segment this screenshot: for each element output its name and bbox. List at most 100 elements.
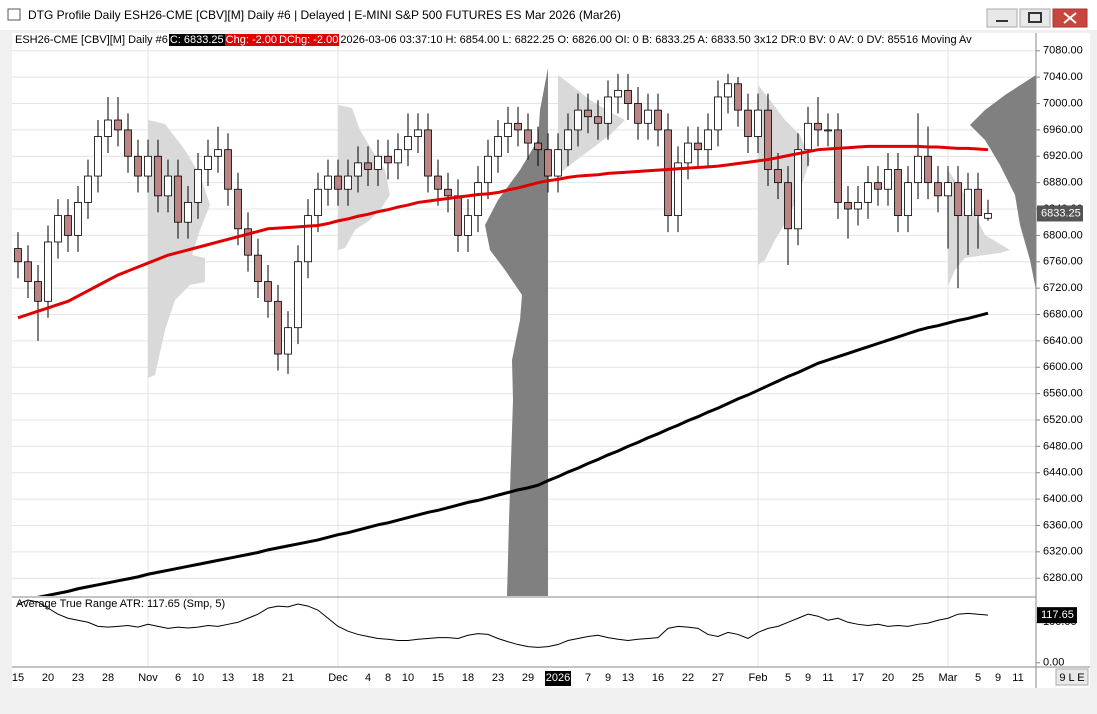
price-pane bbox=[14, 73, 992, 596]
candle-body bbox=[984, 213, 992, 219]
line-series bbox=[36, 311, 989, 596]
candle-body bbox=[674, 162, 682, 217]
candle-body bbox=[24, 261, 32, 282]
y-tick-label: 6520.00 bbox=[1043, 414, 1083, 426]
candle-body bbox=[134, 155, 142, 177]
y-tick-label: 0.00 bbox=[1043, 657, 1064, 669]
candle-body bbox=[484, 155, 492, 184]
candle-body bbox=[264, 281, 272, 302]
candle-body bbox=[144, 155, 152, 177]
candle-body bbox=[124, 129, 132, 157]
candle-body bbox=[664, 129, 672, 217]
candle-body bbox=[204, 155, 212, 170]
atr-pane bbox=[17, 599, 989, 648]
candle-body bbox=[524, 129, 532, 144]
candle-body bbox=[974, 188, 982, 217]
candle-body bbox=[54, 215, 62, 243]
candle-body bbox=[584, 109, 592, 118]
x-tick-label: 21 bbox=[282, 672, 294, 684]
candle-body bbox=[644, 109, 652, 124]
maximize-button[interactable] bbox=[1019, 8, 1051, 28]
change-field: Chg: -2.00 bbox=[224, 34, 279, 46]
candle-body bbox=[284, 327, 292, 355]
y-tick-label: 6280.00 bbox=[1043, 572, 1083, 584]
candle-body bbox=[574, 109, 582, 131]
x-tick-label: 22 bbox=[682, 672, 694, 684]
x-tick-label: 6 bbox=[175, 672, 181, 684]
candle-body bbox=[384, 155, 392, 164]
x-tick-label: 17 bbox=[852, 672, 864, 684]
candle-body bbox=[964, 188, 972, 217]
x-tick-label: 8 bbox=[385, 672, 391, 684]
candle-body bbox=[944, 182, 952, 197]
line-series bbox=[17, 599, 989, 648]
candle-body bbox=[394, 149, 402, 164]
last-price-box bbox=[1037, 205, 1083, 222]
year-label-bg bbox=[545, 671, 571, 686]
x-tick-label: 18 bbox=[462, 672, 474, 684]
y-tick-label: 6720.00 bbox=[1043, 282, 1083, 294]
candle-body bbox=[104, 119, 112, 137]
y-tick-label: 6360.00 bbox=[1043, 519, 1083, 531]
candle-body bbox=[174, 175, 182, 223]
candle-body bbox=[714, 96, 722, 131]
candle-body bbox=[604, 96, 612, 124]
candle-body bbox=[884, 169, 892, 190]
close-field: C: 6833.25 bbox=[168, 34, 225, 46]
candle-body bbox=[784, 182, 792, 230]
y-tick-label: 6320.00 bbox=[1043, 546, 1083, 558]
candle-body bbox=[234, 188, 242, 230]
candle-body bbox=[844, 202, 852, 210]
minimize-button[interactable] bbox=[986, 8, 1018, 28]
y-tick-label: 6560.00 bbox=[1043, 388, 1083, 400]
candle-body bbox=[864, 182, 872, 203]
app-icon bbox=[7, 8, 21, 21]
candle-body bbox=[614, 89, 622, 98]
candle-body bbox=[694, 142, 702, 151]
y-tick-label: 6440.00 bbox=[1043, 467, 1083, 479]
y-tick-label: 6760.00 bbox=[1043, 256, 1083, 268]
last-atr-box bbox=[1037, 607, 1077, 624]
candle-body bbox=[334, 175, 342, 190]
candle-body bbox=[154, 155, 162, 197]
footer-box[interactable] bbox=[1055, 668, 1089, 686]
candle-body bbox=[14, 248, 22, 263]
x-tick-label: Nov bbox=[138, 672, 158, 684]
window-title: DTG Profile Daily ESH26-CME [CBV][M] Dai… bbox=[28, 8, 621, 22]
candle-body bbox=[824, 129, 832, 132]
details: 2026-03-06 03:37:10 H: 6854.00 L: 6822.2… bbox=[340, 34, 972, 46]
x-tick-label: 4 bbox=[365, 672, 371, 684]
x-tick-label: 10 bbox=[192, 672, 204, 684]
candle-body bbox=[704, 129, 712, 151]
candle-body bbox=[804, 122, 812, 151]
atr-title: Average True Range ATR: 117.65 (Smp, 5) bbox=[16, 598, 225, 610]
y-tick-label: 7080.00 bbox=[1043, 45, 1083, 57]
y-tick-label: 6800.00 bbox=[1043, 229, 1083, 241]
x-tick-label: 15 bbox=[432, 672, 444, 684]
candle-body bbox=[554, 149, 562, 177]
candle-body bbox=[564, 129, 572, 151]
x-tick-label: 11 bbox=[822, 672, 833, 684]
candle-body bbox=[454, 195, 462, 236]
x-tick-label: 25 bbox=[912, 672, 924, 684]
candle-body bbox=[44, 241, 52, 302]
candle-body bbox=[274, 300, 282, 355]
y-tick-label: 6920.00 bbox=[1043, 150, 1083, 162]
candle-body bbox=[464, 215, 472, 236]
candle-body bbox=[624, 89, 632, 104]
candle-body bbox=[594, 116, 602, 124]
x-tick-label: Dec bbox=[328, 672, 348, 684]
x-tick-label: 20 bbox=[882, 672, 894, 684]
candle-body bbox=[684, 142, 692, 164]
candle-body bbox=[954, 182, 962, 217]
x-tick-label: 9 bbox=[805, 672, 811, 684]
candle-body bbox=[354, 162, 362, 177]
x-tick-label: 9 bbox=[605, 672, 611, 684]
candle-body bbox=[404, 136, 412, 151]
candle-body bbox=[64, 215, 72, 236]
candle-body bbox=[724, 83, 732, 98]
candle-body bbox=[854, 202, 862, 210]
candle-body bbox=[764, 109, 772, 170]
